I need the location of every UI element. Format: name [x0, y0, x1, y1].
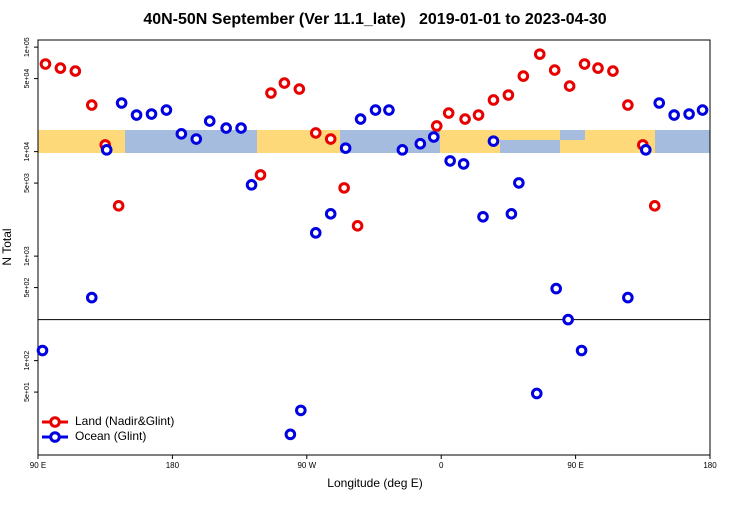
legend-marker	[49, 416, 61, 428]
point	[548, 64, 561, 76]
point	[668, 109, 680, 121]
point	[293, 83, 306, 95]
x-tick-label: 0	[439, 461, 444, 470]
x-tick-label: 180	[166, 461, 180, 470]
map-ocean	[500, 140, 560, 153]
point	[383, 104, 395, 116]
point	[309, 127, 322, 139]
point	[354, 113, 367, 125]
point	[220, 122, 232, 134]
point	[459, 113, 471, 125]
point	[472, 109, 485, 121]
point	[648, 200, 661, 212]
point	[324, 133, 337, 145]
point	[683, 108, 695, 120]
point	[190, 133, 203, 145]
point	[369, 104, 382, 116]
point	[295, 404, 307, 417]
point	[130, 109, 143, 121]
x-tick-label: 90 W	[297, 461, 316, 470]
point	[36, 344, 49, 357]
point	[487, 94, 500, 106]
x-tick-label: 90 E	[30, 461, 46, 470]
point	[112, 200, 125, 212]
point	[254, 169, 267, 181]
point	[639, 144, 652, 156]
point	[430, 120, 443, 132]
point	[396, 144, 409, 156]
y-tick-label: 1e+05	[24, 37, 31, 57]
point	[351, 220, 364, 232]
point	[696, 104, 709, 116]
chart-title: 40N-50N September (Ver 11.1_late) 2019-0…	[143, 11, 606, 28]
point	[457, 158, 470, 170]
point	[160, 104, 173, 116]
map-ocean	[125, 130, 257, 153]
point	[145, 108, 158, 120]
map-ocean	[655, 130, 710, 153]
x-tick-label: 180	[703, 461, 717, 470]
x-tick-label: 90 E	[567, 461, 583, 470]
point	[339, 142, 352, 154]
point	[607, 65, 619, 77]
point	[562, 313, 574, 326]
point	[324, 208, 337, 220]
point	[653, 97, 666, 109]
point	[278, 77, 291, 89]
point	[115, 97, 128, 109]
point	[563, 80, 576, 92]
point	[54, 62, 67, 74]
point	[414, 137, 427, 150]
point	[265, 87, 277, 99]
point	[592, 62, 604, 74]
plot-frame	[37, 39, 711, 456]
point	[550, 282, 562, 295]
y-tick-label: 1e+02	[24, 351, 31, 371]
point	[284, 428, 297, 441]
point	[505, 208, 518, 220]
map-band	[38, 130, 710, 153]
point	[39, 58, 52, 70]
point	[85, 99, 98, 111]
legend-marker	[49, 431, 61, 443]
point	[175, 128, 188, 140]
y-tick-label: 5e+01	[24, 382, 31, 402]
point	[530, 387, 543, 400]
point	[513, 177, 525, 189]
y-tick-label: 5e+02	[24, 278, 31, 298]
point	[338, 182, 350, 194]
point	[85, 291, 98, 304]
point	[517, 70, 530, 82]
point	[427, 131, 440, 143]
point	[235, 122, 247, 134]
point	[622, 99, 634, 111]
point	[444, 155, 456, 167]
map-ocean	[340, 130, 440, 153]
point	[487, 135, 500, 147]
point	[203, 115, 216, 127]
point	[575, 344, 588, 357]
point	[477, 210, 489, 223]
y-tick-label: 1e+04	[24, 142, 31, 162]
y-tick-label: 5e+03	[24, 173, 31, 193]
point	[309, 227, 322, 239]
point	[578, 58, 591, 70]
x-axis-label: Longitude (deg E)	[327, 476, 422, 490]
y-tick-label: 1e+03	[24, 246, 31, 266]
map-ocean	[560, 130, 585, 140]
point	[502, 89, 515, 101]
point	[533, 48, 546, 60]
point	[622, 291, 634, 304]
y-tick-label: 5e+04	[24, 69, 31, 89]
point	[100, 144, 113, 156]
point	[442, 107, 455, 119]
point	[69, 65, 82, 77]
legend-label: Land (Nadir&Glint)	[75, 414, 174, 428]
y-axis-label: N Total	[0, 228, 14, 265]
point	[245, 179, 258, 191]
legend-label: Ocean (Glint)	[75, 429, 146, 443]
